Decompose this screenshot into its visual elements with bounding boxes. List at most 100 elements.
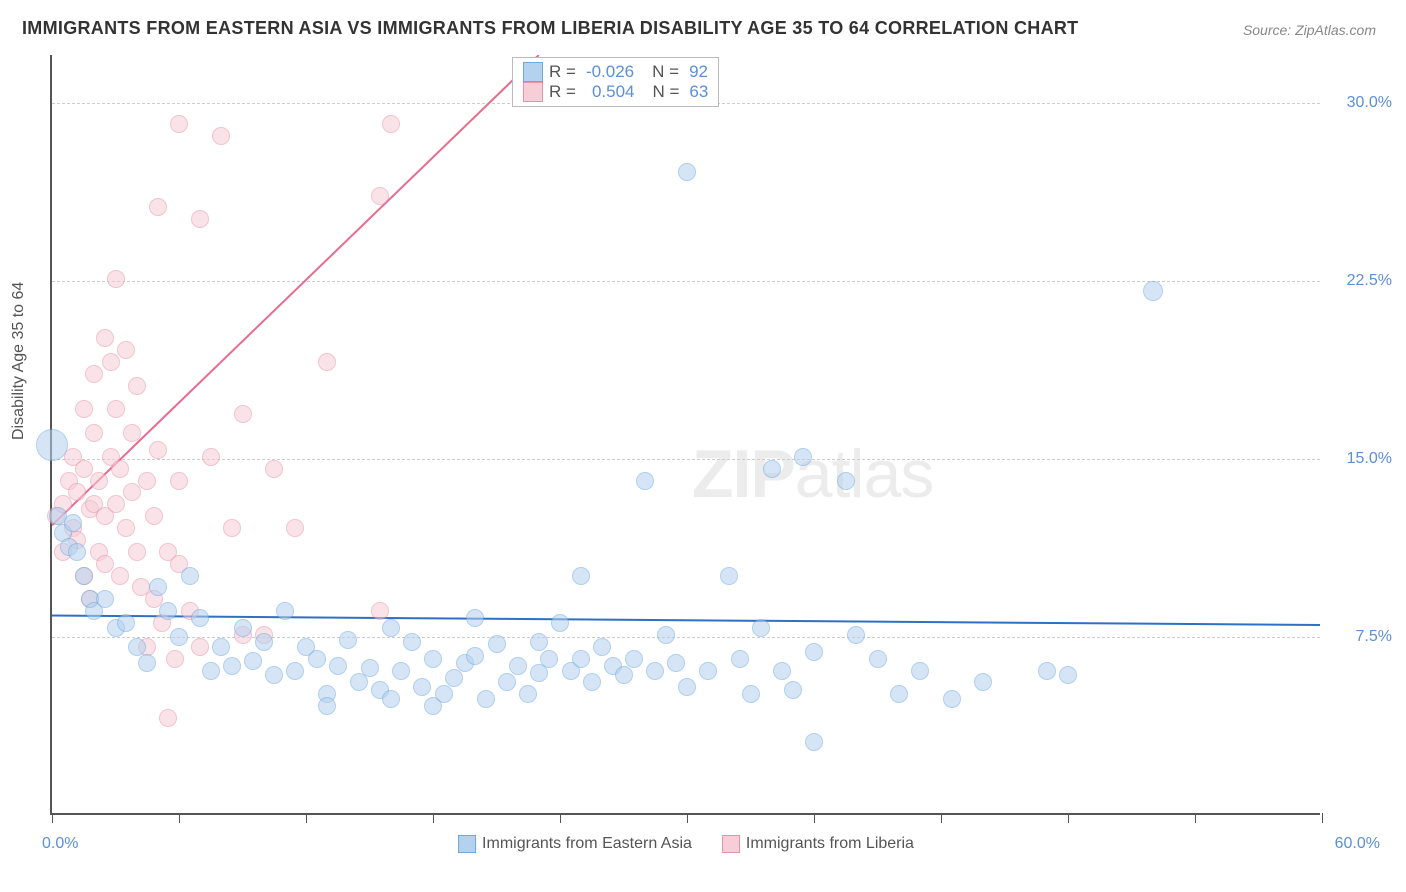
scatter-point-eastern-asia xyxy=(424,650,442,668)
scatter-point-eastern-asia xyxy=(943,690,961,708)
scatter-point-liberia xyxy=(149,198,167,216)
scatter-point-liberia xyxy=(102,353,120,371)
scatter-point-eastern-asia xyxy=(403,633,421,651)
scatter-point-eastern-asia xyxy=(392,662,410,680)
swatch-series-a xyxy=(458,835,476,853)
scatter-point-eastern-asia xyxy=(742,685,760,703)
scatter-point-eastern-asia xyxy=(1059,666,1077,684)
watermark: ZIPatlas xyxy=(692,435,933,513)
scatter-point-eastern-asia xyxy=(519,685,537,703)
scatter-point-eastern-asia xyxy=(466,647,484,665)
scatter-point-liberia xyxy=(286,519,304,537)
scatter-point-liberia xyxy=(111,460,129,478)
scatter-point-eastern-asia xyxy=(1038,662,1056,680)
scatter-point-eastern-asia xyxy=(477,690,495,708)
r-value: -0.026 xyxy=(586,62,634,82)
scatter-point-eastern-asia xyxy=(911,662,929,680)
scatter-point-eastern-asia xyxy=(699,662,717,680)
scatter-point-eastern-asia xyxy=(678,163,696,181)
watermark-atlas: atlas xyxy=(795,436,934,512)
scatter-point-liberia xyxy=(318,353,336,371)
x-axis-max-label: 60.0% xyxy=(1335,835,1380,853)
scatter-point-eastern-asia xyxy=(223,657,241,675)
scatter-point-eastern-asia xyxy=(96,590,114,608)
scatter-point-liberia xyxy=(107,270,125,288)
scatter-point-liberia xyxy=(128,543,146,561)
scatter-point-eastern-asia xyxy=(276,602,294,620)
scatter-point-eastern-asia xyxy=(540,650,558,668)
scatter-point-eastern-asia xyxy=(869,650,887,668)
scatter-point-liberia xyxy=(212,127,230,145)
scatter-point-eastern-asia xyxy=(361,659,379,677)
scatter-point-eastern-asia xyxy=(837,472,855,490)
scatter-point-eastern-asia xyxy=(847,626,865,644)
scatter-point-liberia xyxy=(68,483,86,501)
scatter-point-liberia xyxy=(170,115,188,133)
trend-line-series-b xyxy=(52,55,539,525)
r-label: R = xyxy=(549,82,576,102)
scatter-point-eastern-asia xyxy=(773,662,791,680)
scatter-point-eastern-asia xyxy=(286,662,304,680)
swatch-series-b xyxy=(722,835,740,853)
scatter-point-eastern-asia xyxy=(36,429,68,461)
scatter-point-eastern-asia xyxy=(181,567,199,585)
n-value: 63 xyxy=(689,82,708,102)
scatter-point-liberia xyxy=(149,441,167,459)
scatter-point-eastern-asia xyxy=(1143,281,1163,301)
scatter-point-eastern-asia xyxy=(308,650,326,668)
scatter-point-liberia xyxy=(96,329,114,347)
scatter-point-liberia xyxy=(382,115,400,133)
scatter-point-liberia xyxy=(191,210,209,228)
scatter-point-eastern-asia xyxy=(784,681,802,699)
scatter-point-eastern-asia xyxy=(435,685,453,703)
scatter-point-eastern-asia xyxy=(318,697,336,715)
scatter-point-liberia xyxy=(111,567,129,585)
scatter-point-eastern-asia xyxy=(265,666,283,684)
scatter-point-eastern-asia xyxy=(128,638,146,656)
y-tick-label: 22.5% xyxy=(1347,272,1392,290)
scatter-point-liberia xyxy=(371,187,389,205)
scatter-point-eastern-asia xyxy=(149,578,167,596)
r-label: R = xyxy=(549,62,576,82)
scatter-point-eastern-asia xyxy=(255,633,273,651)
scatter-point-liberia xyxy=(90,472,108,490)
scatter-point-eastern-asia xyxy=(657,626,675,644)
scatter-point-eastern-asia xyxy=(68,543,86,561)
y-tick-label: 30.0% xyxy=(1347,94,1392,112)
watermark-zip: ZIP xyxy=(692,436,795,512)
chart-plot-area: ZIPatlas 7.5%15.0%22.5%30.0% R = -0.026 … xyxy=(50,55,1320,815)
scatter-point-liberia xyxy=(234,405,252,423)
y-axis-label: Disability Age 35 to 64 xyxy=(10,282,28,440)
scatter-point-liberia xyxy=(265,460,283,478)
scatter-point-liberia xyxy=(117,519,135,537)
legend-label-b: Immigrants from Liberia xyxy=(746,835,914,853)
scatter-point-eastern-asia xyxy=(212,638,230,656)
scatter-point-eastern-asia xyxy=(413,678,431,696)
scatter-point-liberia xyxy=(371,602,389,620)
scatter-point-liberia xyxy=(107,400,125,418)
scatter-point-liberia xyxy=(202,448,220,466)
swatch-series-b xyxy=(523,82,543,102)
n-label: N = xyxy=(652,82,679,102)
scatter-point-eastern-asia xyxy=(339,631,357,649)
scatter-point-eastern-asia xyxy=(551,614,569,632)
correlation-legend: R = -0.026 N = 92 R = 0.504 N = 63 xyxy=(512,57,719,107)
scatter-point-eastern-asia xyxy=(234,619,252,637)
correlation-row-a: R = -0.026 N = 92 xyxy=(523,62,708,82)
scatter-point-eastern-asia xyxy=(244,652,262,670)
scatter-point-liberia xyxy=(170,472,188,490)
legend-item-b: Immigrants from Liberia xyxy=(722,835,914,853)
r-value: 0.504 xyxy=(592,82,635,102)
scatter-point-eastern-asia xyxy=(138,654,156,672)
scatter-point-eastern-asia xyxy=(75,567,93,585)
scatter-point-eastern-asia xyxy=(763,460,781,478)
scatter-point-eastern-asia xyxy=(678,678,696,696)
y-tick-label: 15.0% xyxy=(1347,450,1392,468)
scatter-point-eastern-asia xyxy=(202,662,220,680)
scatter-point-eastern-asia xyxy=(64,514,82,532)
scatter-point-liberia xyxy=(85,365,103,383)
scatter-point-eastern-asia xyxy=(794,448,812,466)
scatter-point-eastern-asia xyxy=(572,650,590,668)
legend-label-a: Immigrants from Eastern Asia xyxy=(482,835,692,853)
scatter-point-eastern-asia xyxy=(117,614,135,632)
